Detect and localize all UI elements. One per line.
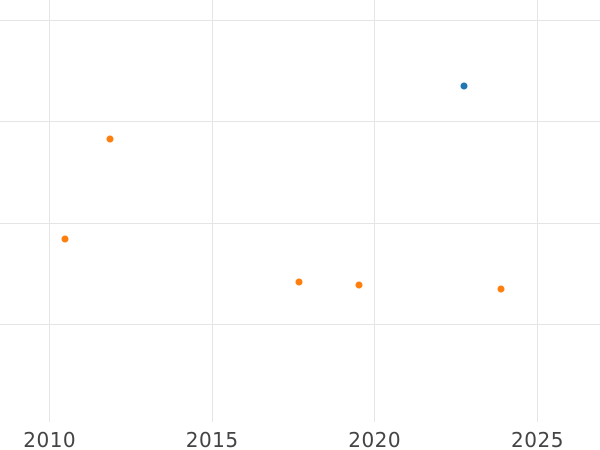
gridline-vertical [374,0,376,422]
x-axis-tick-label: 2020 [348,428,402,450]
gridline-vertical [49,0,51,422]
data-point-orange-series [355,281,363,288]
x-axis-tick-label: 2025 [511,428,564,450]
x-axis-tick-label: 2015 [185,428,239,450]
gridline-horizontal [0,222,600,224]
data-point-orange-series [106,135,113,143]
data-point-orange-series [295,278,302,286]
gridline-vertical [537,0,538,422]
data-point-orange-series [497,285,504,292]
gridline-horizontal [0,20,600,21]
data-point-blue-series [460,82,467,90]
x-axis-tick-label: 2010 [23,428,77,450]
gridline-horizontal [0,121,600,123]
gridline-horizontal [0,324,600,326]
data-point-orange-series [61,235,68,243]
gridline-vertical [211,0,213,422]
